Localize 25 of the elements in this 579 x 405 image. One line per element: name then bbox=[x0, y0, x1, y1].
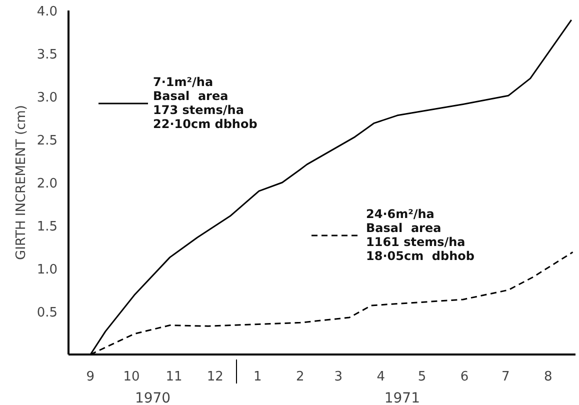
x-tick-label: 10 bbox=[123, 370, 140, 384]
x-tick-label: 4 bbox=[376, 370, 386, 384]
x-tick-label: 7 bbox=[501, 370, 510, 384]
y-axis-title: GIRTH INCREMENT (cm) bbox=[14, 105, 29, 260]
y-tick-label: 4.0 bbox=[36, 4, 58, 20]
y-tick-label: 0.5 bbox=[36, 306, 58, 320]
x-tick-label: 6 bbox=[460, 370, 469, 384]
legend-label: 7·1m²/ha Basal area 173 stems/ha 22·10cm dbhob bbox=[153, 75, 258, 131]
x-tick-label: 3 bbox=[334, 370, 343, 384]
x-tick-label: 11 bbox=[166, 370, 182, 384]
x-tick-label: 9 bbox=[86, 370, 95, 384]
x-tick-label: 12 bbox=[206, 370, 224, 384]
text: 1971 bbox=[384, 390, 420, 405]
y-tick-label: 3.5 bbox=[36, 48, 58, 62]
x-tick-label: 8 bbox=[544, 370, 552, 384]
y-tick-label: 2.5 bbox=[36, 134, 58, 148]
x-tick-label: 2 bbox=[296, 370, 304, 384]
x-tick-label: 1 bbox=[253, 370, 262, 384]
y-tick-label: 1.0 bbox=[36, 262, 58, 278]
y-tick-label: 1.5 bbox=[36, 220, 58, 234]
legend-label: 24·6m²/ha Basal area 1161 stems/ha 18·05cm dbhob bbox=[366, 207, 474, 263]
y-tick-label: 2.0 bbox=[36, 176, 58, 192]
y-tick-label: 3.0 bbox=[36, 90, 58, 106]
text: 1970 bbox=[134, 390, 171, 405]
x-tick-label: 5 bbox=[418, 370, 426, 384]
